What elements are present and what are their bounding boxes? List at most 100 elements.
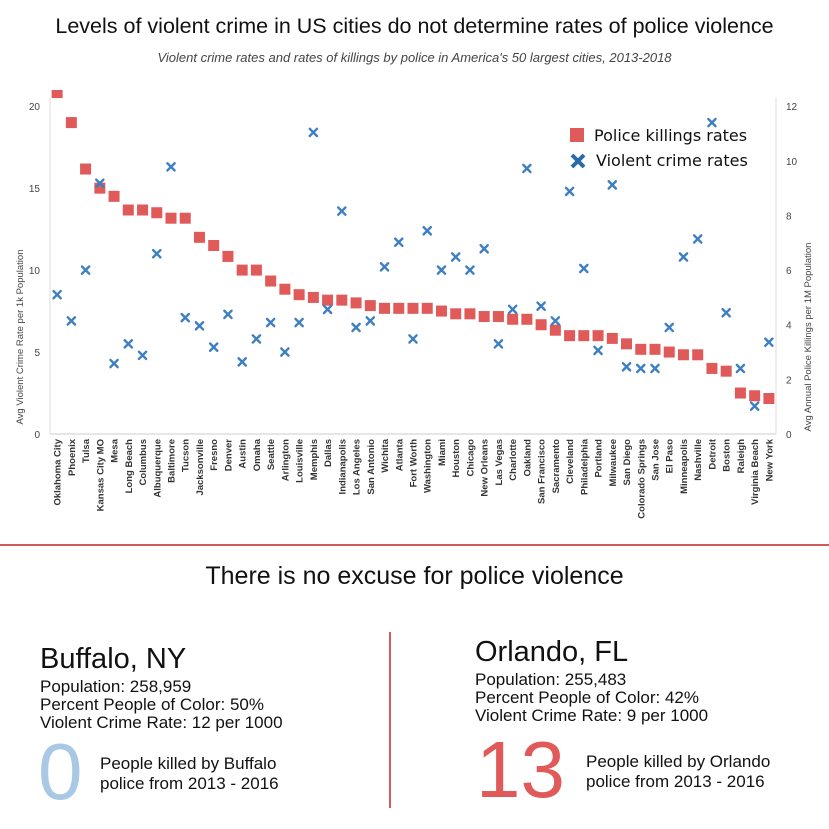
violent-crime-point (692, 234, 703, 244)
police-killings-point (734, 387, 746, 399)
police-killings-point (450, 308, 462, 320)
violent-crime-point (180, 312, 191, 323)
police-killings-point (250, 264, 262, 276)
violent-crime-point-stroke (579, 263, 589, 274)
police-killings-point (478, 311, 490, 323)
violent-crime-point-stroke (479, 243, 489, 254)
violent-crime-point-stroke (522, 163, 532, 174)
police-killings-point (293, 289, 305, 301)
violent-crime-point-stroke (223, 309, 233, 320)
police-killings-point (435, 305, 447, 317)
category-label: Milwaukee (608, 439, 619, 487)
category-label: San Francisco (537, 439, 548, 504)
violent-crime-point (450, 252, 461, 262)
violent-crime-point (393, 237, 404, 248)
category-label: Indianapolis (337, 439, 348, 494)
police-killings-point (122, 204, 134, 216)
police-killings-point (65, 117, 77, 129)
violent-crime-point-stroke (337, 206, 347, 216)
violent-crime-point-stroke (664, 322, 675, 333)
police-killings-point (635, 343, 647, 355)
category-label: Nashville (693, 439, 704, 481)
violent-crime-point-stroke (308, 127, 319, 138)
violent-crime-point-stroke (692, 234, 703, 244)
violent-crime-point-stroke (621, 362, 632, 372)
category-label: Washington (423, 439, 434, 493)
violent-crime-point (151, 248, 162, 259)
category-label: Raleigh (736, 439, 747, 474)
left-tick-label: 0 (34, 430, 40, 441)
police-killings-point (279, 283, 291, 295)
category-label: Chicago (465, 439, 476, 477)
violent-crime-point-stroke (536, 301, 546, 311)
category-label: Fresno (209, 439, 220, 471)
violent-crime-point (137, 350, 148, 361)
police-killings-point (407, 302, 419, 314)
category-label: New Orleans (480, 439, 491, 497)
violent-crime-point-stroke (678, 252, 689, 262)
orlando-killed-line-2: police from 2013 - 2016 (586, 772, 765, 791)
police-killings-point (564, 330, 576, 342)
police-killings-point (621, 338, 633, 350)
category-label: Atlanta (394, 438, 405, 471)
violent-crime-point (550, 316, 561, 326)
violent-crime-point-stroke (280, 347, 290, 357)
police-killings-point (549, 324, 561, 336)
violent-crime-point (351, 322, 361, 333)
violent-crime-point (95, 178, 105, 189)
police-killings-point (592, 330, 604, 342)
police-killings-point (692, 349, 704, 361)
violent-crime-point-stroke (180, 312, 191, 323)
category-labels: Oklahoma City Phoenix Tulsa Kansas City MO M… (53, 438, 776, 519)
police-killings-point (151, 207, 163, 219)
police-killings-point (379, 302, 391, 314)
legend-square-swatch (570, 128, 584, 142)
category-label: Houston (451, 439, 462, 478)
category-label: Arlington (280, 439, 291, 481)
buffalo-poc: Percent People of Color: 50% (40, 695, 264, 714)
police-killings-point (606, 332, 618, 344)
category-label: Detroit (707, 438, 718, 469)
violent-crime-point-stroke (507, 304, 518, 315)
police-killings-point (336, 294, 348, 306)
category-label: Colorado Springs (636, 439, 647, 519)
violent-crime-point (166, 162, 176, 172)
violent-crime-point (479, 243, 489, 254)
police-killings-point (193, 231, 205, 243)
category-label: Cleveland (565, 439, 576, 484)
chart-subtitle: Violent crime rates and rates of killing… (157, 50, 672, 65)
police-killings-point (165, 212, 177, 224)
violent-crime-point (422, 225, 433, 236)
violent-crime-point (607, 180, 618, 190)
police-killings-point (677, 349, 689, 361)
category-label: Wichita (380, 438, 391, 472)
police-killings-point (208, 240, 220, 252)
violent-crime-point-stroke (66, 316, 77, 326)
right-tick-label: 6 (786, 266, 792, 277)
category-label: Denver (223, 439, 234, 472)
police-killings-point (578, 330, 590, 342)
section-divider (0, 544, 829, 546)
violent-crime-point (436, 265, 447, 275)
violent-crime-point (493, 339, 504, 349)
violent-crime-point-stroke (764, 337, 774, 348)
police-killings-point (421, 302, 433, 314)
category-label: Louisville (295, 439, 306, 483)
police-killings-point (663, 346, 675, 358)
police-killings-point (507, 313, 519, 325)
violent-crime-point-stroke (265, 317, 276, 328)
violent-crime-point-stroke (95, 178, 105, 189)
violent-crime-point (337, 206, 347, 216)
violent-crime-point (294, 317, 304, 328)
category-label: Columbus (138, 439, 149, 485)
violent-crime-point-stroke (550, 316, 561, 326)
buffalo-population: Population: 258,959 (40, 677, 192, 696)
category-label: Los Angeles (352, 439, 363, 495)
orlando-crime-rate: Violent Crime Rate: 9 per 1000 (475, 706, 709, 725)
violent-crime-point-stroke (237, 357, 247, 367)
left-tick-label: 10 (29, 266, 41, 277)
violent-crime-point (465, 265, 475, 275)
chart-legend: Police killings rates Violent crime rate… (570, 126, 748, 170)
violent-crime-point (507, 304, 518, 315)
police-killings-point (137, 204, 149, 216)
